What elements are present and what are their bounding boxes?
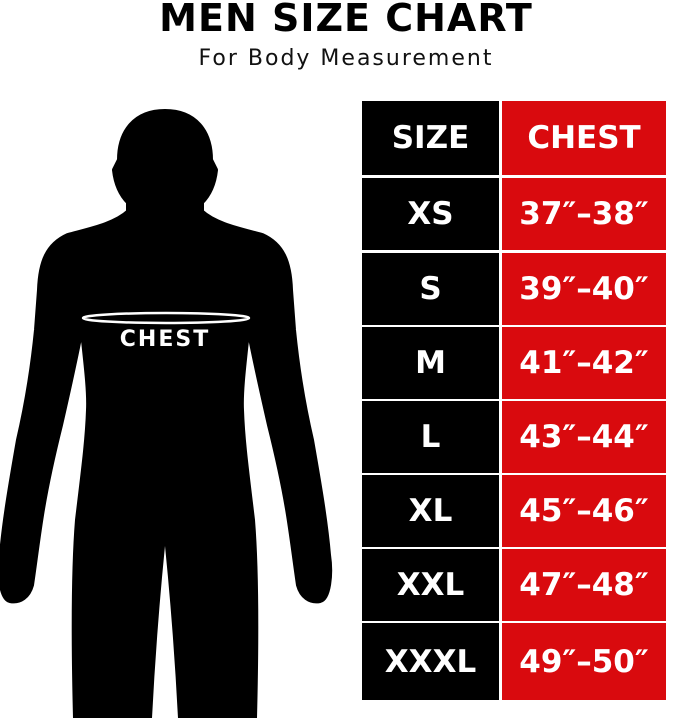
header-chest: CHEST <box>502 101 666 175</box>
size-cell: XXL <box>362 549 499 621</box>
size-cell: L <box>362 401 499 473</box>
table-row: XXL 47″–48″ <box>362 549 666 621</box>
chest-cell: 39″–40″ <box>502 253 666 325</box>
chest-cell: 37″–38″ <box>502 178 666 250</box>
table-row: M 41″–42″ <box>362 327 666 399</box>
chart-title: MEN SIZE CHART <box>159 0 533 40</box>
body-silhouette: CHEST <box>0 109 333 718</box>
table-row: L 43″–44″ <box>362 401 666 473</box>
size-cell: S <box>362 253 499 325</box>
table-row: S 39″–40″ <box>362 253 666 325</box>
chest-label: CHEST <box>120 327 210 352</box>
table-header: SIZE CHEST <box>362 101 666 175</box>
chest-measure-line <box>81 311 251 325</box>
size-cell: M <box>362 327 499 399</box>
size-cell: XL <box>362 475 499 547</box>
chest-cell: 49″–50″ <box>502 623 666 700</box>
chart-subtitle: For Body Measurement <box>198 46 494 71</box>
size-cell: XXXL <box>362 623 499 700</box>
table-row: XS 37″–38″ <box>362 178 666 250</box>
table-row: XXXL 49″–50″ <box>362 623 666 700</box>
silhouette-shape <box>0 109 333 718</box>
chest-cell: 41″–42″ <box>502 327 666 399</box>
table-row: XL 45″–46″ <box>362 475 666 547</box>
size-cell: XS <box>362 178 499 250</box>
chest-cell: 47″–48″ <box>502 549 666 621</box>
chest-cell: 43″–44″ <box>502 401 666 473</box>
chest-cell: 45″–46″ <box>502 475 666 547</box>
header-size: SIZE <box>362 101 499 175</box>
